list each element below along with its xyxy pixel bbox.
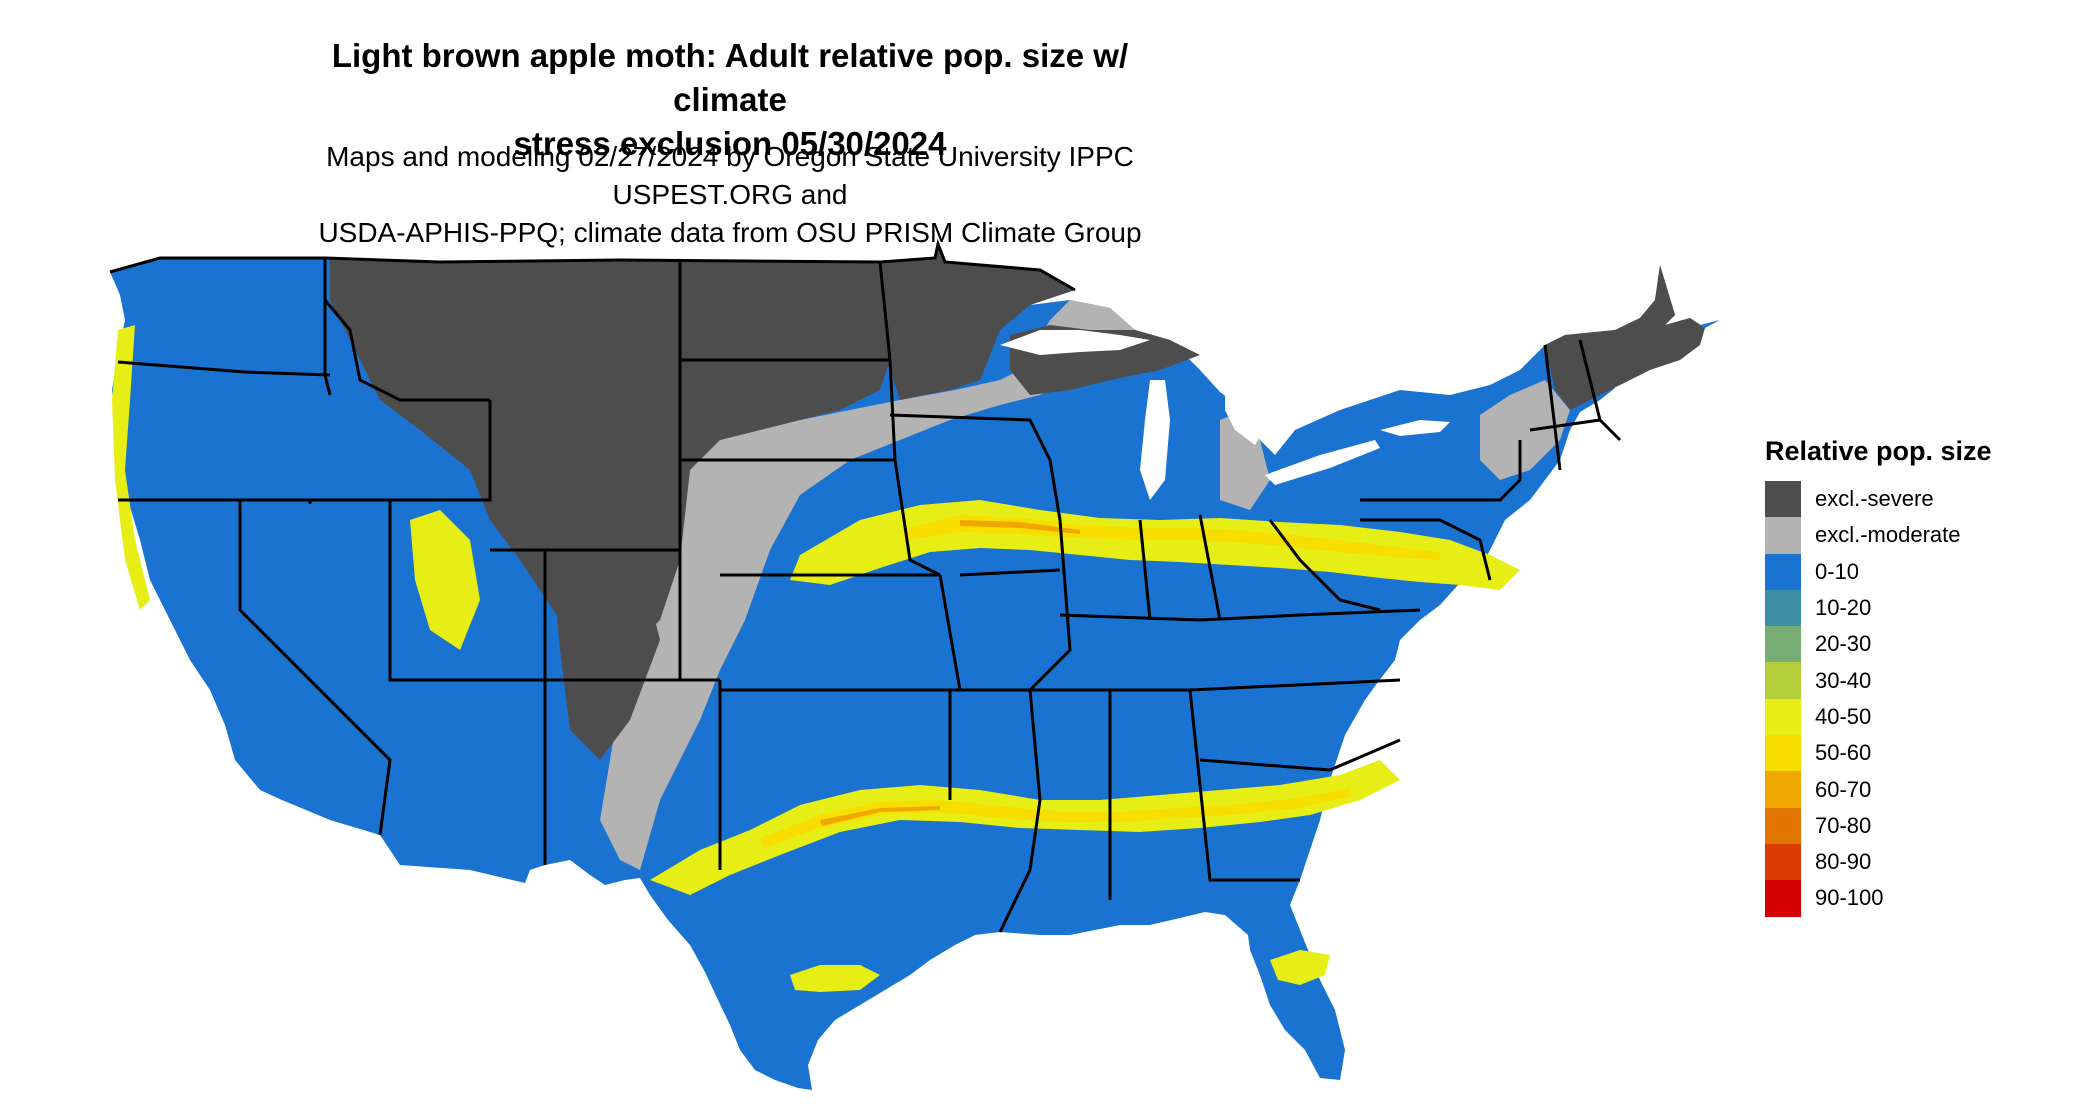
lake-ontario	[1380, 420, 1450, 436]
band-west-interior	[410, 510, 480, 650]
legend-item-70-80: 70-80	[1765, 807, 1992, 844]
legend-swatch	[1765, 517, 1801, 554]
legend-label: 30-40	[1815, 667, 1872, 693]
legend-swatch	[1765, 771, 1801, 808]
excl-severe-maine	[1545, 265, 1705, 410]
legend-item-10-20: 10-20	[1765, 589, 1992, 627]
legend-item-20-30: 20-30	[1765, 626, 1992, 663]
excl-severe-north-plains	[330, 244, 945, 660]
band-florida	[1270, 950, 1330, 985]
legend-item-60-70: 60-70	[1765, 771, 1992, 808]
map-subtitle-line1: Maps and modeling 02/27/2024 by Oregon S…	[326, 141, 1134, 210]
legend-label: 70-80	[1815, 812, 1872, 838]
legend-item-90-100: 90-100	[1765, 880, 1992, 917]
map-subtitle-line2: USDA-APHIS-PPQ; climate data from OSU PR…	[318, 217, 1142, 248]
legend-title: Relative pop. size	[1765, 436, 1992, 466]
legend-swatch	[1765, 735, 1801, 772]
legend-swatch	[1765, 553, 1801, 590]
legend-item-0-10: 0-10	[1765, 553, 1992, 590]
band-orange-north	[960, 520, 1080, 534]
legend-item-excl-severe: excl.-severe	[1765, 481, 1992, 518]
band-west-coast	[112, 325, 150, 610]
legend-label: 10-20	[1815, 595, 1872, 621]
legend-swatch	[1765, 662, 1801, 699]
legend-item-excl-moderate: excl.-moderate	[1765, 517, 1992, 554]
map-subtitle: Maps and modeling 02/27/2024 by Oregon S…	[300, 138, 1160, 252]
legend-item-50-60: 50-60	[1765, 735, 1992, 772]
legend: Relative pop. size excl.-severe excl.-mo…	[1765, 436, 1992, 917]
legend-label: 40-50	[1815, 703, 1872, 729]
excl-moderate-northeast	[1480, 380, 1570, 480]
lake-huron	[1225, 385, 1270, 445]
legend-swatch	[1765, 589, 1801, 627]
legend-label: 50-60	[1815, 740, 1872, 766]
legend-swatch	[1765, 843, 1801, 881]
legend-item-30-40: 30-40	[1765, 662, 1992, 699]
legend-swatch	[1765, 880, 1801, 917]
map-title: Light brown apple moth: Adult relative p…	[300, 34, 1160, 166]
excl-severe-southwest	[550, 520, 660, 760]
legend-swatch	[1765, 626, 1801, 663]
band-texas-gulf	[790, 965, 880, 992]
legend-label: 20-30	[1815, 631, 1872, 657]
excl-severe-minnesota	[880, 244, 1075, 400]
legend-label: excl.-moderate	[1815, 522, 1961, 548]
legend-swatch	[1765, 807, 1801, 844]
legend-label: 90-100	[1815, 885, 1884, 911]
state-boundaries	[109, 238, 1622, 933]
lake-michigan	[1140, 380, 1170, 500]
lake-superior	[1000, 330, 1150, 355]
legend-label: 60-70	[1815, 776, 1872, 802]
band-orange-south	[820, 806, 940, 826]
excl-moderate-region	[600, 300, 1135, 870]
legend-label: 0-10	[1815, 558, 1860, 584]
map-title-line1: Light brown apple moth: Adult relative p…	[331, 37, 1129, 118]
lake-erie	[1265, 440, 1380, 485]
legend-label: excl.-severe	[1815, 486, 1934, 512]
legend-label: 80-90	[1815, 849, 1872, 875]
legend-swatch	[1765, 698, 1801, 736]
legend-swatch	[1765, 481, 1801, 518]
band-southern-core	[760, 788, 1352, 848]
legend-item-40-50: 40-50	[1765, 698, 1992, 736]
legend-item-80-90: 80-90	[1765, 843, 1992, 881]
map-title-line2: stress exclusion 05/30/2024	[513, 125, 947, 162]
band-southern	[650, 760, 1400, 895]
